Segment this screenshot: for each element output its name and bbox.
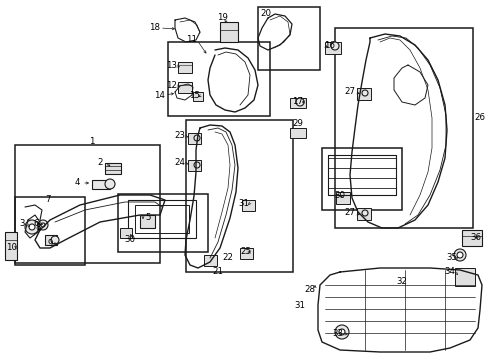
Bar (356, 208, 370, 220)
Bar (128, 200, 196, 238)
Text: 1: 1 (89, 138, 95, 147)
Bar (120, 228, 132, 238)
Text: 27: 27 (344, 208, 355, 217)
Text: 36: 36 (469, 234, 481, 243)
Text: 7: 7 (45, 195, 51, 204)
Text: 26: 26 (473, 113, 485, 122)
Text: 31: 31 (238, 199, 249, 208)
Bar (334, 28, 472, 228)
Bar (45, 235, 57, 245)
Bar (242, 200, 254, 211)
Circle shape (29, 224, 35, 230)
Circle shape (330, 42, 338, 50)
Circle shape (41, 223, 45, 227)
Text: 16: 16 (324, 41, 335, 50)
Text: 34: 34 (444, 267, 454, 276)
Text: 10: 10 (6, 243, 18, 252)
Text: 13: 13 (166, 62, 177, 71)
Text: 33: 33 (332, 329, 343, 338)
Text: 35: 35 (446, 253, 457, 262)
Bar (15, 145, 160, 263)
Text: 4: 4 (74, 179, 80, 188)
Circle shape (361, 90, 367, 96)
Bar (178, 82, 192, 93)
Text: 30: 30 (334, 192, 345, 201)
Bar (240, 248, 252, 259)
Bar (335, 192, 349, 204)
Bar (289, 98, 305, 108)
Circle shape (338, 329, 345, 335)
Bar (118, 194, 207, 252)
Text: 2: 2 (97, 158, 102, 167)
Text: 21: 21 (212, 267, 223, 276)
Circle shape (453, 249, 465, 261)
Bar (168, 42, 269, 116)
Text: 28: 28 (304, 285, 315, 294)
Text: 17: 17 (292, 98, 303, 107)
Bar (461, 230, 481, 246)
Text: 18: 18 (149, 23, 160, 32)
Bar (193, 92, 203, 101)
Bar (325, 42, 340, 54)
Text: 19: 19 (216, 13, 227, 22)
Bar (105, 163, 121, 174)
Text: 8: 8 (35, 224, 41, 233)
Circle shape (38, 220, 48, 230)
Text: 3: 3 (19, 220, 25, 229)
Bar (178, 62, 192, 73)
Bar (203, 255, 217, 266)
Circle shape (334, 325, 348, 339)
Circle shape (194, 135, 200, 141)
Bar (15, 197, 85, 265)
Bar (185, 120, 292, 272)
Text: 14: 14 (154, 90, 165, 99)
Circle shape (361, 210, 367, 216)
Bar (321, 148, 401, 210)
Circle shape (25, 220, 39, 234)
Text: 11: 11 (186, 36, 197, 45)
Bar (289, 128, 305, 138)
Text: 24: 24 (174, 158, 185, 167)
Text: 29: 29 (292, 120, 303, 129)
Text: 32: 32 (396, 278, 407, 287)
Bar (5, 232, 17, 260)
Text: 22: 22 (222, 253, 233, 262)
Text: 20: 20 (260, 9, 271, 18)
Text: 12: 12 (166, 81, 177, 90)
Text: 9: 9 (47, 239, 53, 248)
Bar (356, 88, 370, 100)
Bar (220, 22, 238, 42)
Circle shape (295, 98, 304, 106)
Bar (140, 215, 155, 228)
Bar (92, 180, 110, 189)
Circle shape (105, 179, 115, 189)
Bar (454, 268, 474, 286)
Text: 25: 25 (240, 248, 251, 256)
Text: 23: 23 (174, 131, 185, 140)
Circle shape (456, 252, 462, 258)
Text: 15: 15 (189, 91, 200, 100)
Circle shape (194, 162, 200, 168)
Text: 6: 6 (33, 220, 39, 229)
Bar (187, 133, 201, 144)
Text: 31: 31 (294, 301, 305, 310)
Text: 30: 30 (124, 235, 135, 244)
Bar (135, 205, 189, 233)
Bar (258, 7, 319, 70)
Circle shape (51, 236, 59, 244)
Text: 5: 5 (145, 213, 150, 222)
Bar (187, 160, 201, 171)
Text: 27: 27 (344, 87, 355, 96)
